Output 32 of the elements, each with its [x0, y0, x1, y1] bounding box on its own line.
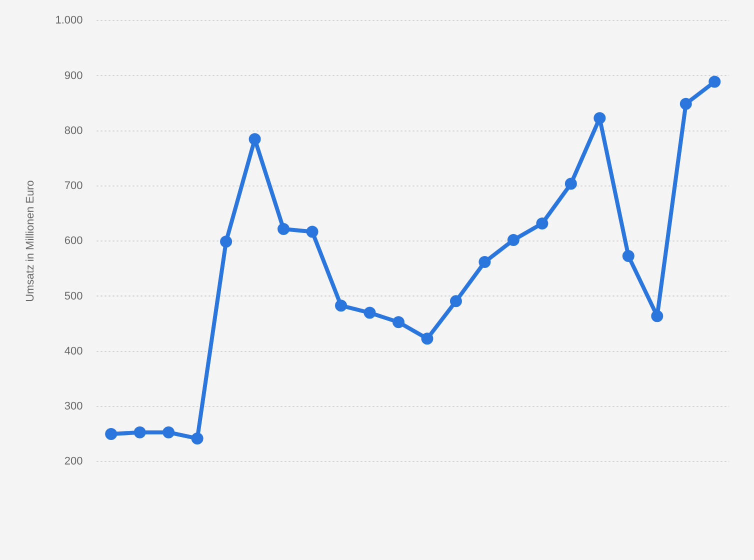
point [162, 426, 175, 438]
y-tick-label: 600 [64, 235, 83, 248]
point [364, 306, 376, 319]
y-tick-label: 1.000 [55, 14, 83, 27]
y-tick-label: 300 [64, 400, 83, 413]
y-tick-label: 500 [64, 290, 83, 302]
point [278, 222, 290, 235]
point [680, 98, 692, 110]
point [306, 226, 318, 238]
point [478, 256, 491, 268]
point [507, 234, 520, 246]
point [392, 316, 404, 328]
point [708, 76, 721, 88]
point [335, 300, 348, 312]
point [248, 133, 261, 146]
point [450, 295, 462, 308]
point [622, 250, 634, 262]
point [536, 217, 548, 230]
point [191, 432, 204, 444]
point [564, 178, 577, 190]
point [134, 426, 146, 438]
y-tick-label: 400 [64, 345, 83, 358]
point [220, 236, 232, 248]
point [651, 310, 664, 322]
y-tick-label: 200 [64, 456, 83, 468]
y-tick-label: 700 [64, 180, 83, 192]
point [105, 428, 118, 440]
point [421, 332, 434, 345]
point [594, 112, 606, 124]
y-tick-label: 900 [64, 70, 83, 82]
y-axis-title: Umsatz in Millionen Euro [24, 180, 37, 302]
y-tick-label: 800 [64, 124, 83, 137]
